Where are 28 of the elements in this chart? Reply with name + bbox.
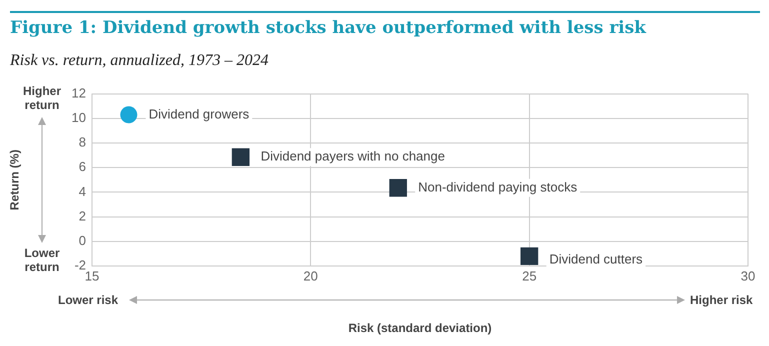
x-axis-title: Risk (standard deviation) — [348, 321, 492, 336]
y-tick-label: 6 — [78, 159, 86, 174]
y-tick-label: 8 — [78, 134, 86, 150]
series-label: Dividend growers — [148, 106, 250, 122]
point — [232, 148, 250, 166]
series-label: Dividend payers with no change — [260, 148, 445, 164]
x-tick-label: 15 — [84, 268, 100, 284]
text: Higher risk — [690, 293, 753, 307]
y-tick-label: 12 — [72, 85, 86, 100]
text: Lower return — [23, 246, 61, 274]
point — [120, 106, 138, 124]
x-tick-label: 25 — [522, 268, 537, 284]
y-tick-label: -2 — [74, 258, 86, 273]
text: Higher return — [22, 84, 62, 112]
y-tick-label: 0 — [78, 232, 86, 248]
chart-title: Figure 1: Dividend growth stocks have outperformed with less risk — [10, 18, 646, 38]
point — [520, 247, 538, 265]
y-axis-title: Return (%) — [8, 150, 22, 210]
x-tick-label: 20 — [303, 268, 318, 284]
y-tick-label: 4 — [78, 184, 86, 199]
x-tick-label: 30 — [740, 268, 756, 284]
y-tick-label: 2 — [78, 208, 86, 224]
y-tick-label: 10 — [72, 110, 86, 125]
chart-subtitle: Risk vs. return, annualized, 1973 – 2024 — [10, 52, 268, 70]
series-label: Non-dividend paying stocks — [418, 179, 578, 194]
series-label: Dividend cutters — [549, 252, 644, 267]
point — [389, 179, 407, 197]
text: Lower risk — [58, 293, 118, 307]
